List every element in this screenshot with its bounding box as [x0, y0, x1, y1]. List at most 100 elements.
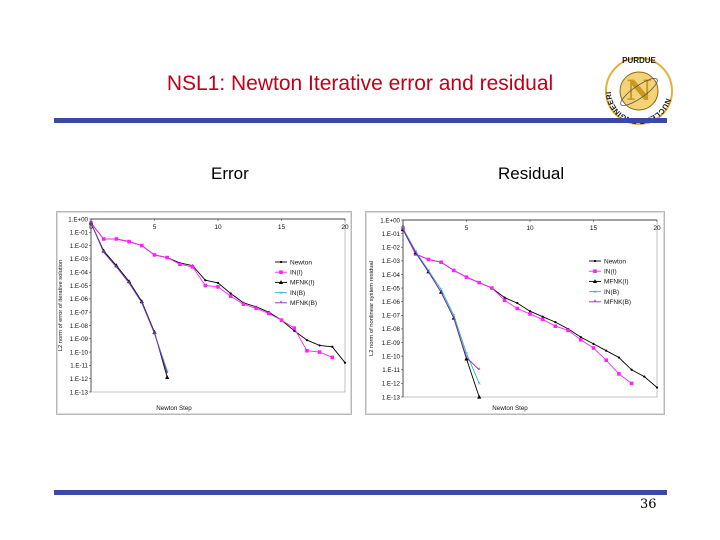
y-tick-label: 1.E-12 [70, 376, 89, 383]
data-point [318, 344, 321, 347]
legend-label: IN(I) [604, 269, 617, 276]
data-point [279, 318, 284, 322]
y-tick-label: 1.E-07 [70, 309, 89, 316]
x-axis-title: Newton Step [492, 405, 528, 412]
data-point [477, 280, 481, 285]
data-point [305, 339, 308, 342]
error-panel-label: Error [211, 164, 249, 183]
x-axis-title: Newton Step [156, 405, 192, 412]
data-point [426, 257, 431, 262]
legend-label: Newton [604, 258, 626, 265]
residual-panel-label: Residual [498, 164, 565, 183]
purdue-nuclear-engineering-logo: NUCLEAR ENGINEERING PURDUE N [600, 52, 673, 126]
data-point [464, 356, 469, 361]
data-point: × [401, 225, 405, 232]
series-line [90, 222, 168, 374]
data-point [617, 372, 621, 376]
series-line [90, 222, 333, 358]
x-tick-label: 20 [341, 224, 349, 231]
data-point [605, 349, 608, 352]
data-point [101, 248, 106, 253]
data-point [140, 243, 144, 248]
data-point [516, 301, 519, 305]
data-point: × [452, 313, 456, 320]
data-point [579, 338, 583, 342]
y-tick-label: 1.E-08 [70, 323, 89, 330]
data-point [267, 311, 271, 316]
data-point [292, 326, 296, 330]
data-point [127, 239, 131, 244]
legend-marker [279, 270, 283, 274]
y-axis-title: L2 norm of error of iterative solution [58, 260, 64, 352]
chart-legend: Newton IN(I) MFNK(I) × IN(B) * MFNK(B) [589, 258, 631, 306]
y-tick-label: 1.E-01 [382, 231, 401, 238]
data-point [139, 299, 144, 304]
data-point [254, 306, 258, 310]
data-point: * [153, 331, 156, 338]
legend-label: MFNK(I) [290, 280, 315, 287]
data-point [305, 348, 309, 353]
y-tick-label: 1.E-02 [382, 245, 401, 252]
data-point [592, 342, 595, 345]
data-point: * [141, 300, 144, 307]
series-in-i- [89, 221, 335, 360]
x-tick-label: 10 [214, 224, 222, 231]
y-tick-label: 1.E-04 [382, 272, 401, 279]
x-tick-label: 10 [526, 225, 534, 232]
x-tick-label: 0 [89, 224, 93, 231]
y-tick-label: 1.E-08 [382, 326, 401, 333]
y-tick-label: 1.E-03 [382, 258, 401, 265]
y-tick-label: 1.E-11 [382, 367, 400, 374]
legend-label: MFNK(B) [604, 299, 631, 306]
y-tick-label: 1.E-04 [70, 270, 89, 277]
x-tick-label: 20 [653, 225, 661, 232]
y-tick-label: 1.E-02 [70, 243, 89, 250]
y-tick-label: 1.E-10 [70, 349, 89, 356]
y-tick-label: 1.E-13 [70, 389, 89, 396]
data-point [604, 358, 608, 363]
legend-label: IN(B) [604, 289, 619, 296]
data-point: × [477, 381, 481, 388]
data-point: * [166, 371, 169, 378]
series-mfnk-b-: * * * * * * * [90, 220, 169, 377]
data-point: * [128, 280, 131, 287]
chart-frame-inner [366, 212, 664, 414]
data-point [502, 298, 507, 303]
error-chart: 1.E+00 1.E-01 1.E-02 1.E-03 1.E-04 1.E-05 1.E-… [56, 211, 352, 415]
data-point [343, 361, 347, 364]
bottom-rule [54, 490, 667, 495]
data-point: * [440, 289, 443, 296]
y-tick-label: 1.E-01 [70, 230, 89, 237]
legend-marker: × [279, 290, 283, 297]
data-point [114, 237, 119, 241]
data-point [178, 262, 182, 267]
y-tick-label: 1.E-07 [382, 313, 401, 320]
data-point [490, 286, 494, 290]
data-point [630, 368, 633, 371]
data-point [528, 312, 532, 316]
data-point [241, 302, 246, 306]
data-point [293, 329, 296, 332]
data-point [452, 268, 456, 273]
data-point [643, 375, 646, 378]
legend-marker: × [593, 289, 597, 296]
legend-marker [279, 260, 283, 264]
x-tick-label: 15 [590, 225, 598, 232]
data-point [515, 306, 520, 311]
y-tick-label: 1.E-06 [70, 296, 89, 303]
chart-legend: Newton IN(I) MFNK(I) × IN(B) * MFNK(B) [275, 259, 317, 307]
chart-frame [365, 211, 665, 415]
data-point [528, 310, 532, 313]
y-tick-label: 1.E-09 [70, 336, 89, 343]
data-point [566, 328, 570, 333]
data-point [216, 285, 220, 289]
data-point [165, 375, 170, 379]
data-point: * [402, 227, 405, 234]
data-point [553, 324, 558, 328]
data-point [629, 381, 634, 386]
data-point [152, 329, 157, 334]
data-point [190, 265, 195, 269]
data-point: * [427, 269, 430, 276]
legend-label: IN(B) [290, 290, 305, 297]
y-tick-label: 1.E-11 [70, 363, 88, 370]
